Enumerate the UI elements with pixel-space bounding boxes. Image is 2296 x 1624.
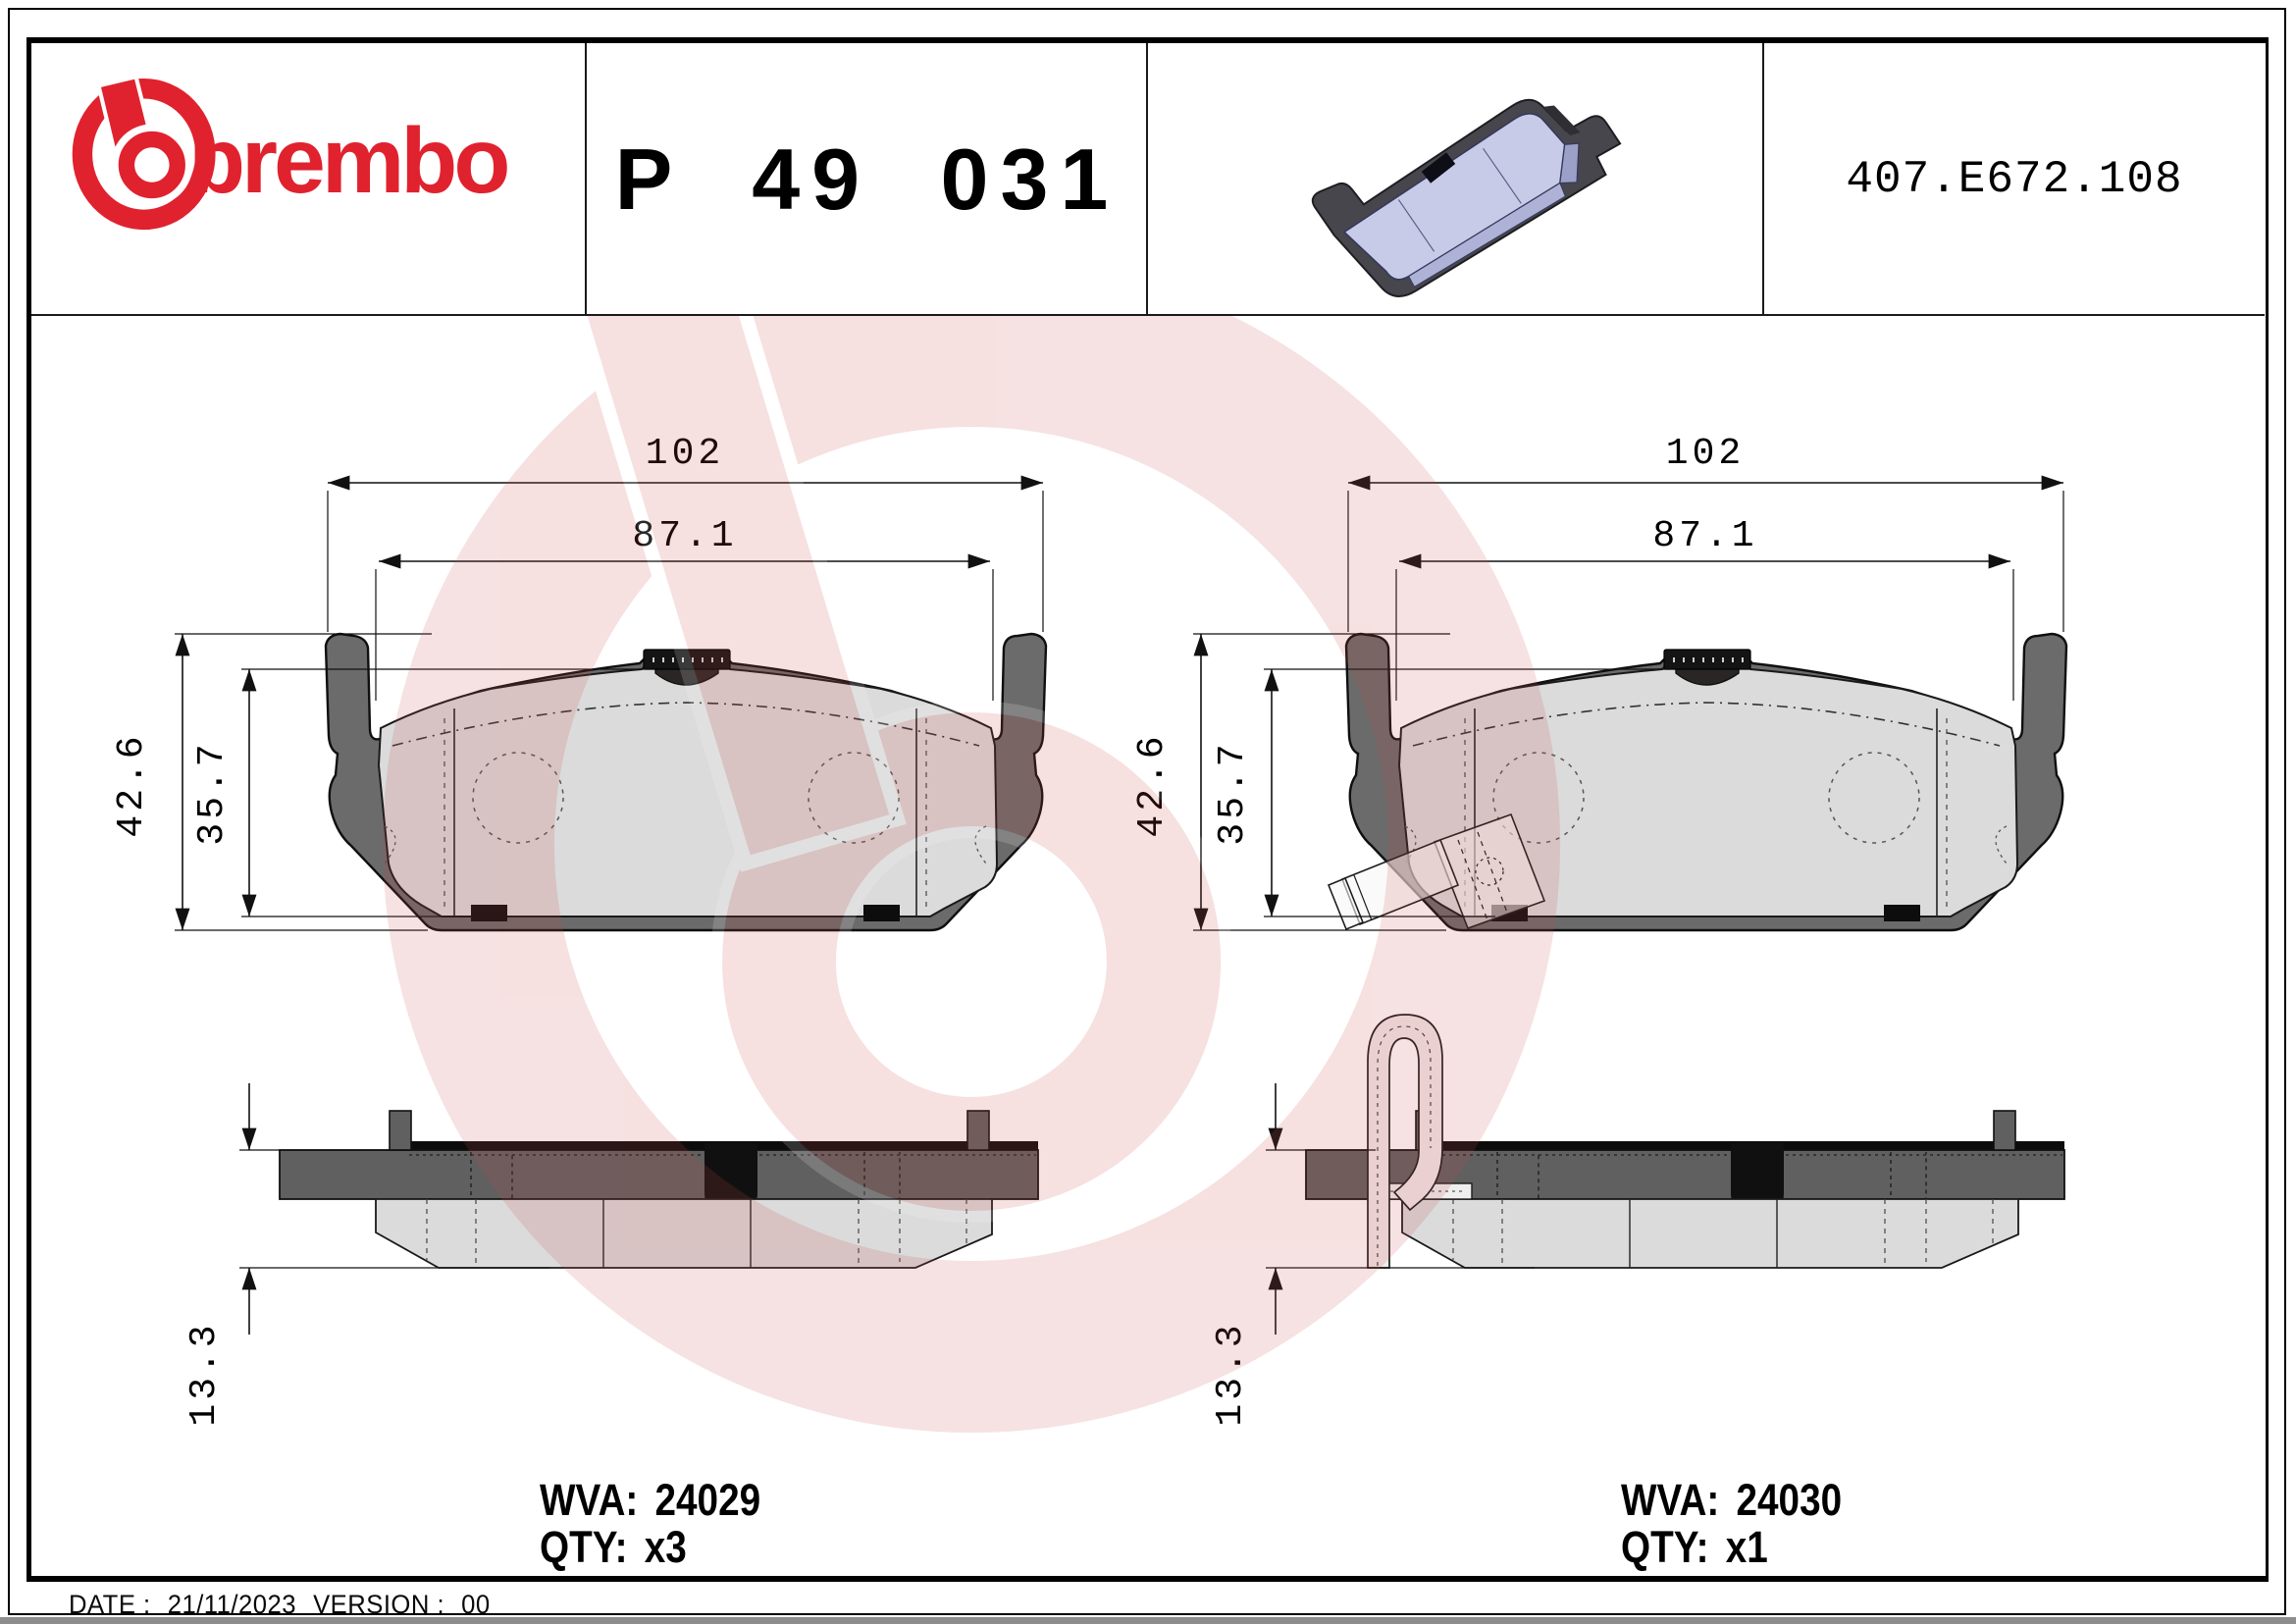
- header-cell-reference: [1764, 43, 2265, 316]
- left-wva-value: 24029: [654, 1475, 761, 1525]
- date-label: DATE :: [69, 1590, 151, 1619]
- right-dim-thickness: 13.3: [1210, 1321, 1252, 1426]
- brembo-wordmark: brembo: [188, 109, 510, 213]
- right-thickness-dimension: [1266, 1083, 1535, 1335]
- brake-pad-3d-image: [1311, 98, 1622, 297]
- reference-number: 407.E672.108: [1846, 154, 2183, 205]
- right-dim-friction-width: 87.1: [1652, 515, 1757, 557]
- version-label: VERSION :: [313, 1590, 445, 1619]
- right-dim-overall-height: 42.6: [1131, 732, 1174, 837]
- left-thickness-dimension: [239, 1083, 549, 1335]
- left-dim-thickness: 13.3: [183, 1321, 226, 1426]
- footer-date-line: DATE : 21/11/2023 VERSION : 00: [69, 1590, 499, 1620]
- part-number: P 49 031: [614, 131, 1121, 228]
- header-cell-part-number: [587, 43, 1148, 316]
- page-edge-shadow: [0, 1617, 2296, 1624]
- date-value: 21/11/2023: [167, 1590, 296, 1619]
- left-dim-friction-width: 87.1: [632, 515, 737, 557]
- right-pad-dimensions: [1193, 475, 2064, 931]
- left-qty-value: x3: [644, 1522, 687, 1572]
- version-value: 00: [461, 1590, 491, 1619]
- left-pad-spec: WVA: 24029 QTY: x3: [540, 1477, 760, 1571]
- right-dim-friction-height: 35.7: [1212, 740, 1254, 845]
- right-wva-label: WVA:: [1621, 1475, 1720, 1525]
- right-qty-label: QTY:: [1621, 1522, 1709, 1572]
- right-pad-spec: WVA: 24030 QTY: x1: [1621, 1477, 1842, 1571]
- left-wva-label: WVA:: [540, 1475, 639, 1525]
- right-wva-value: 24030: [1736, 1475, 1843, 1525]
- wear-indicator-side: [1367, 1014, 1473, 1269]
- left-dim-overall-width: 102: [646, 433, 724, 475]
- right-qty-value: x1: [1725, 1522, 1768, 1572]
- left-dim-friction-height: 35.7: [191, 740, 234, 845]
- left-qty-label: QTY:: [540, 1522, 628, 1572]
- left-pad-dimensions: [175, 475, 1044, 931]
- brembo-logo-icon: [72, 74, 216, 231]
- left-dim-overall-height: 42.6: [111, 732, 153, 837]
- right-dim-overall-width: 102: [1666, 433, 1745, 475]
